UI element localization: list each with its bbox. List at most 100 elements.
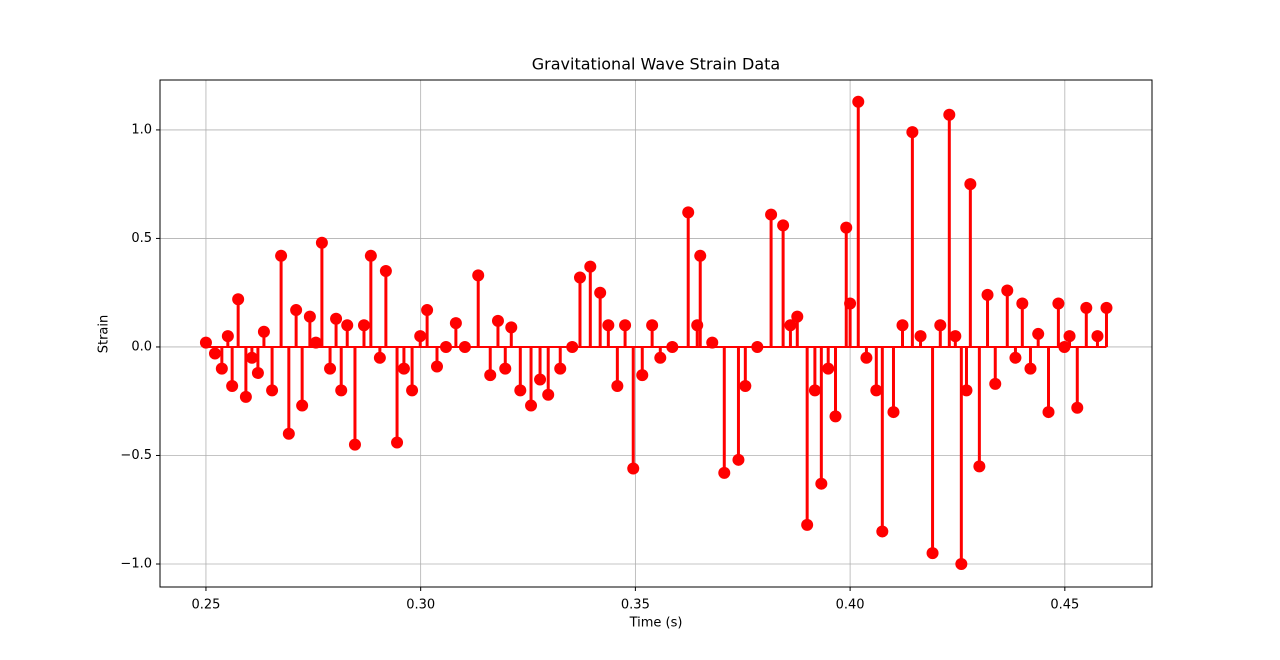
stem-marker: [636, 369, 649, 382]
stem-marker: [348, 438, 361, 451]
stem-marker: [584, 260, 597, 273]
stem-marker: [1024, 362, 1037, 375]
stem-marker: [525, 399, 538, 412]
stem-marker: [955, 557, 968, 570]
stem-marker: [290, 304, 303, 317]
stem-marker: [534, 373, 547, 386]
stem-marker: [870, 384, 883, 397]
y-tick-label: 0.5: [131, 231, 152, 246]
stem-marker: [801, 518, 814, 531]
stem-marker: [1091, 330, 1104, 343]
stem-marker: [964, 178, 977, 191]
stem-marker: [840, 221, 853, 234]
stem-marker: [896, 319, 909, 332]
y-tick-label: 1.0: [131, 122, 152, 137]
stem-marker: [282, 427, 295, 440]
stem-marker: [397, 362, 410, 375]
stem-marker: [449, 317, 462, 330]
stem-marker: [646, 319, 659, 332]
stem-marker: [844, 297, 857, 310]
stem-marker: [1071, 401, 1084, 414]
stem-marker: [926, 547, 939, 560]
stem-marker: [257, 325, 270, 338]
stem-marker: [226, 380, 239, 393]
stem-marker: [341, 319, 354, 332]
stem-marker: [1009, 351, 1022, 364]
stem-marker: [491, 314, 504, 327]
stem-marker: [718, 466, 731, 479]
stem-marker: [472, 269, 485, 282]
stem-marker: [1063, 330, 1076, 343]
stem-marker: [303, 310, 316, 323]
stem-marker: [694, 249, 707, 262]
stem-marker: [421, 304, 434, 317]
stem-marker: [887, 406, 900, 419]
y-axis-label: Strain: [97, 315, 112, 354]
x-tick-label: 0.35: [621, 598, 650, 613]
y-tick-label: −0.5: [120, 448, 152, 463]
stem-marker: [335, 384, 348, 397]
stem-marker: [430, 360, 443, 373]
stem-marker: [379, 264, 392, 277]
stem-marker: [829, 410, 842, 423]
x-tick-label: 0.40: [836, 598, 865, 613]
x-tick-label: 0.30: [406, 598, 435, 613]
x-axis-label: Time (s): [629, 616, 683, 631]
stem-marker: [275, 249, 288, 262]
stem-marker: [542, 388, 555, 401]
stem-marker: [357, 319, 370, 332]
stem-marker: [373, 351, 386, 364]
stem-marker: [199, 336, 212, 349]
stem-marker: [777, 219, 790, 232]
stem-marker: [906, 126, 919, 139]
stem-marker: [619, 319, 632, 332]
stem-marker: [594, 286, 607, 299]
stem-marker: [232, 293, 245, 306]
stem-marker: [309, 336, 322, 349]
stem-marker: [627, 462, 640, 475]
stem-marker: [654, 351, 667, 364]
stem-marker: [266, 384, 279, 397]
stem-marker: [943, 108, 956, 121]
stem-marker: [611, 380, 624, 393]
stem-marker: [739, 380, 752, 393]
stem-marker: [391, 436, 404, 449]
stem-marker: [1080, 301, 1093, 314]
stem-marker: [732, 453, 745, 466]
stem-marker: [245, 351, 258, 364]
stem-marker: [1032, 327, 1045, 340]
stem-marker: [505, 321, 518, 334]
stem-marker: [602, 319, 615, 332]
stem-marker: [215, 362, 228, 375]
stem-marker: [784, 319, 797, 332]
stem-marker: [860, 351, 873, 364]
stem-marker: [484, 369, 497, 382]
stem-marker: [499, 362, 512, 375]
stem-marker: [1042, 406, 1055, 419]
stem-marker: [573, 271, 586, 284]
stem-marker: [406, 384, 419, 397]
stem-marker: [989, 377, 1002, 390]
stem-marker: [852, 95, 865, 108]
stem-marker: [239, 390, 252, 403]
stem-marker: [208, 347, 221, 360]
stem-marker: [1052, 297, 1065, 310]
stem-marker: [1016, 297, 1029, 310]
x-tick-label: 0.25: [191, 598, 220, 613]
y-tick-label: −1.0: [120, 556, 152, 571]
stem-marker: [682, 206, 695, 219]
stem-marker: [934, 319, 947, 332]
stem-marker: [981, 288, 994, 301]
stem-marker: [364, 249, 377, 262]
stem-marker: [315, 236, 328, 249]
stem-marker: [960, 384, 973, 397]
stem-marker: [1100, 301, 1113, 314]
stem-marker: [251, 367, 264, 380]
stem-marker: [706, 336, 719, 349]
stem-marker: [514, 384, 527, 397]
stem-marker: [949, 330, 962, 343]
stem-marker: [876, 525, 889, 538]
plot-frame: [159, 79, 1153, 588]
stem-marker: [221, 330, 234, 343]
